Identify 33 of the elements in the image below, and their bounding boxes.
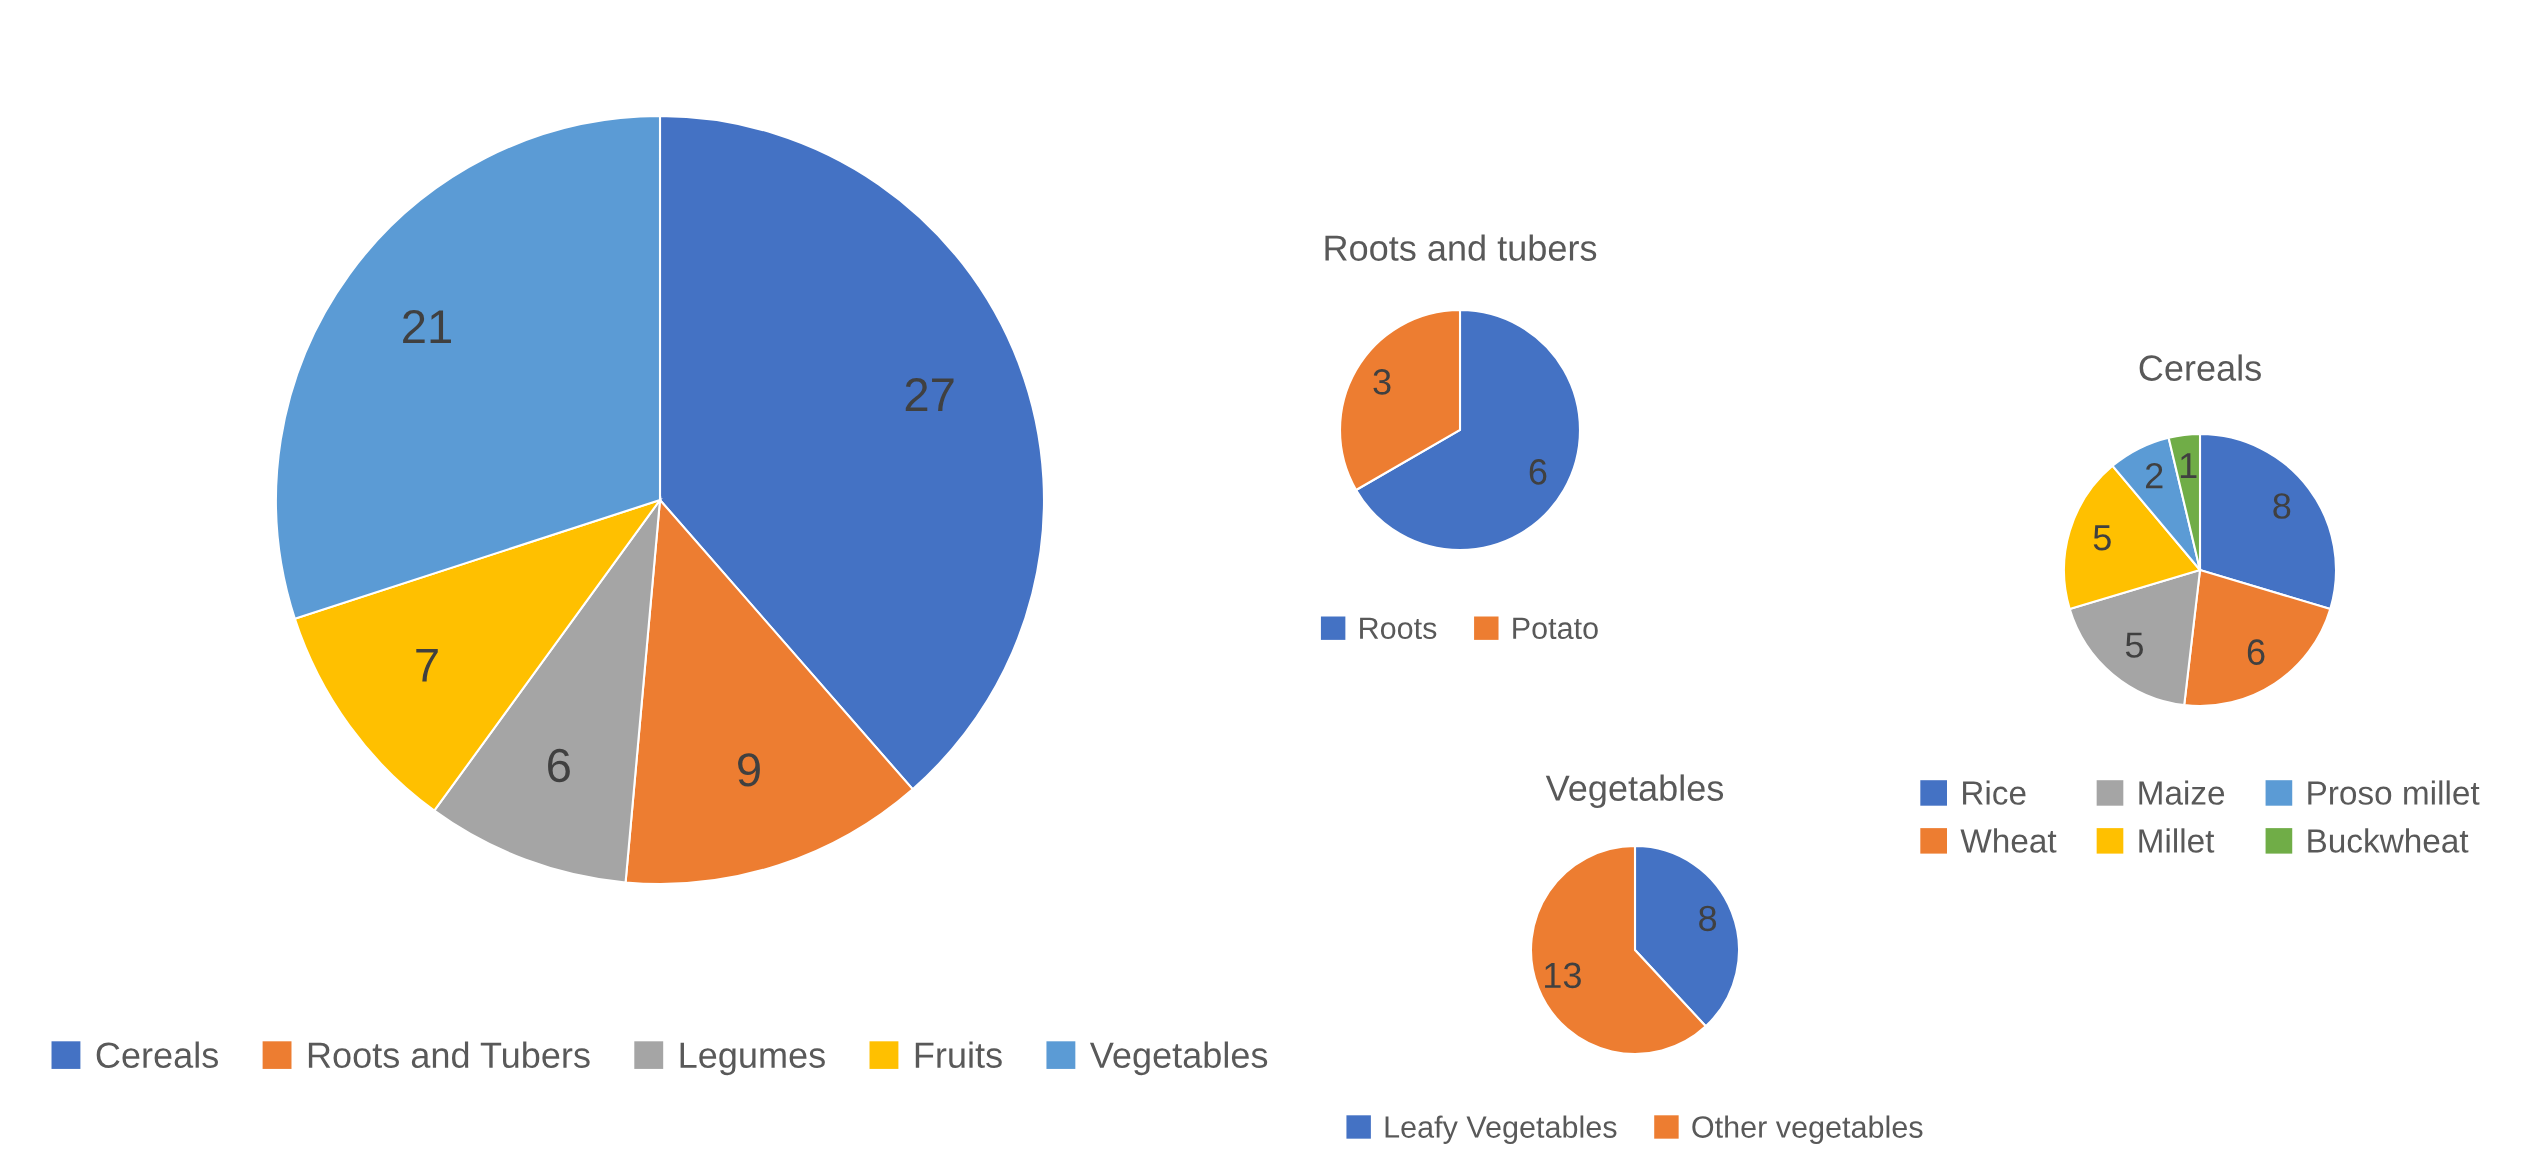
- data-label: 3: [1373, 369, 1391, 395]
- data-label: 6: [1529, 459, 1547, 485]
- data-label: 7: [416, 649, 438, 682]
- legend-label: Legumes: [680, 1042, 825, 1076]
- legend-label: Buckwheat: [2308, 828, 2469, 853]
- data-label: 2: [2146, 462, 2163, 489]
- data-label: 27: [905, 378, 954, 412]
- legend-label: Proso millet: [2308, 780, 2480, 805]
- legend-label: Leafy Vegetables: [1385, 1115, 1617, 1144]
- legend-label: Rice: [1963, 780, 2026, 805]
- chart-title: Vegetables: [1545, 774, 1724, 809]
- data-label: 6: [2247, 639, 2265, 665]
- data-label: 8: [2273, 493, 2291, 519]
- data-label: 21: [403, 309, 451, 343]
- data-label: 6: [548, 748, 570, 783]
- data-label: 5: [2125, 632, 2143, 658]
- legend-label: Other vegetables: [1692, 1115, 1923, 1144]
- data-label: 9: [738, 753, 760, 787]
- legend-label: Wheat: [1960, 828, 2057, 853]
- data-label: 13: [1545, 962, 1581, 989]
- data-label: 8: [1699, 905, 1717, 932]
- data-label: 1: [2180, 453, 2197, 479]
- chart-title: Cereals: [2139, 354, 2261, 381]
- chart-title: Roots and tubers: [1325, 234, 1597, 261]
- data-label: 5: [2093, 525, 2111, 551]
- legend-label: Roots: [1360, 617, 1437, 640]
- legend-label: Roots and Tubers: [308, 1041, 590, 1069]
- legend-label: Vegetables: [1089, 1041, 1268, 1076]
- legend-label: Maize: [2139, 780, 2225, 805]
- legend-label: Fruits: [915, 1041, 1002, 1069]
- legend-label: Cereals: [96, 1041, 218, 1069]
- legend-label: Potato: [1513, 617, 1598, 640]
- legend-label: Millet: [2139, 828, 2215, 853]
